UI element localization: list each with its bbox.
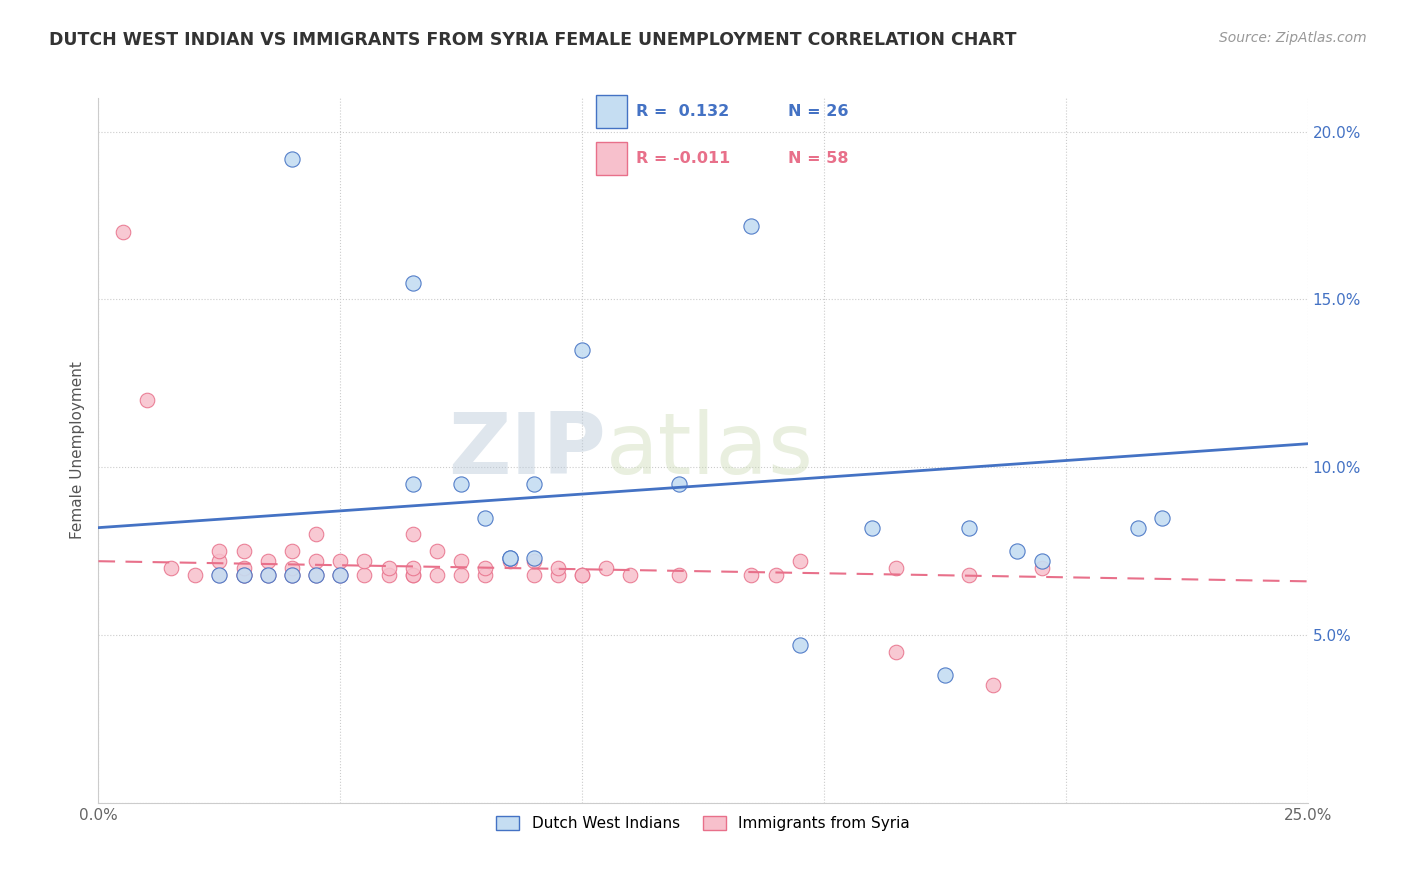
Point	[668, 567, 690, 582]
Point	[426, 544, 449, 558]
Point	[353, 554, 375, 568]
Point	[1007, 544, 1029, 558]
Point	[329, 567, 352, 582]
Text: ZIP: ZIP	[449, 409, 606, 492]
Point	[256, 567, 278, 582]
Point	[789, 638, 811, 652]
Point	[547, 567, 569, 582]
Point	[886, 561, 908, 575]
Point	[1031, 554, 1053, 568]
Point	[232, 567, 254, 582]
Point	[353, 567, 375, 582]
Point	[377, 567, 399, 582]
Point	[184, 567, 207, 582]
Text: Source: ZipAtlas.com: Source: ZipAtlas.com	[1219, 31, 1367, 45]
Point	[208, 567, 231, 582]
Point	[305, 567, 328, 582]
Point	[402, 477, 425, 491]
Point	[523, 567, 546, 582]
Point	[402, 276, 425, 290]
Point	[595, 561, 617, 575]
Text: DUTCH WEST INDIAN VS IMMIGRANTS FROM SYRIA FEMALE UNEMPLOYMENT CORRELATION CHART: DUTCH WEST INDIAN VS IMMIGRANTS FROM SYR…	[49, 31, 1017, 49]
Point	[886, 645, 908, 659]
Point	[256, 567, 278, 582]
Point	[329, 567, 352, 582]
Point	[498, 550, 520, 565]
Point	[256, 567, 278, 582]
Point	[281, 152, 304, 166]
Point	[571, 567, 593, 582]
Point	[232, 567, 254, 582]
Point	[281, 561, 304, 575]
Point	[668, 477, 690, 491]
Point	[208, 567, 231, 582]
Point	[305, 567, 328, 582]
Point	[523, 477, 546, 491]
Point	[426, 567, 449, 582]
Point	[305, 554, 328, 568]
Point	[305, 567, 328, 582]
Point	[450, 477, 472, 491]
Point	[450, 554, 472, 568]
Point	[377, 561, 399, 575]
Point	[329, 554, 352, 568]
Y-axis label: Female Unemployment: Female Unemployment	[69, 361, 84, 540]
Point	[450, 567, 472, 582]
Text: R = -0.011: R = -0.011	[636, 151, 730, 166]
Point	[281, 567, 304, 582]
Point	[402, 567, 425, 582]
Point	[498, 550, 520, 565]
Point	[957, 521, 980, 535]
Point	[571, 567, 593, 582]
Point	[135, 393, 157, 408]
Point	[619, 567, 641, 582]
Point	[740, 567, 762, 582]
Point	[160, 561, 183, 575]
Point	[523, 550, 546, 565]
Point	[571, 343, 593, 357]
Point	[498, 554, 520, 568]
Point	[957, 567, 980, 582]
Point	[232, 544, 254, 558]
Legend: Dutch West Indians, Immigrants from Syria: Dutch West Indians, Immigrants from Syri…	[491, 810, 915, 838]
Point	[1031, 561, 1053, 575]
Point	[232, 567, 254, 582]
FancyBboxPatch shape	[596, 95, 627, 128]
Text: R =  0.132: R = 0.132	[636, 103, 730, 119]
Point	[740, 219, 762, 233]
Point	[281, 544, 304, 558]
Point	[329, 567, 352, 582]
Point	[860, 521, 883, 535]
Text: N = 26: N = 26	[787, 103, 848, 119]
Point	[111, 225, 134, 239]
Point	[208, 544, 231, 558]
Point	[402, 561, 425, 575]
Point	[305, 527, 328, 541]
Point	[402, 527, 425, 541]
Text: atlas: atlas	[606, 409, 814, 492]
Point	[281, 567, 304, 582]
Point	[765, 567, 787, 582]
Point	[232, 567, 254, 582]
Point	[789, 554, 811, 568]
Point	[402, 567, 425, 582]
Text: N = 58: N = 58	[787, 151, 848, 166]
Point	[981, 678, 1004, 692]
Point	[232, 561, 254, 575]
Point	[281, 567, 304, 582]
Point	[547, 561, 569, 575]
FancyBboxPatch shape	[596, 142, 627, 175]
Point	[523, 554, 546, 568]
Point	[474, 510, 496, 524]
Point	[208, 554, 231, 568]
Point	[934, 668, 956, 682]
Point	[474, 561, 496, 575]
Point	[474, 567, 496, 582]
Point	[1152, 510, 1174, 524]
Point	[1128, 521, 1150, 535]
Point	[256, 554, 278, 568]
